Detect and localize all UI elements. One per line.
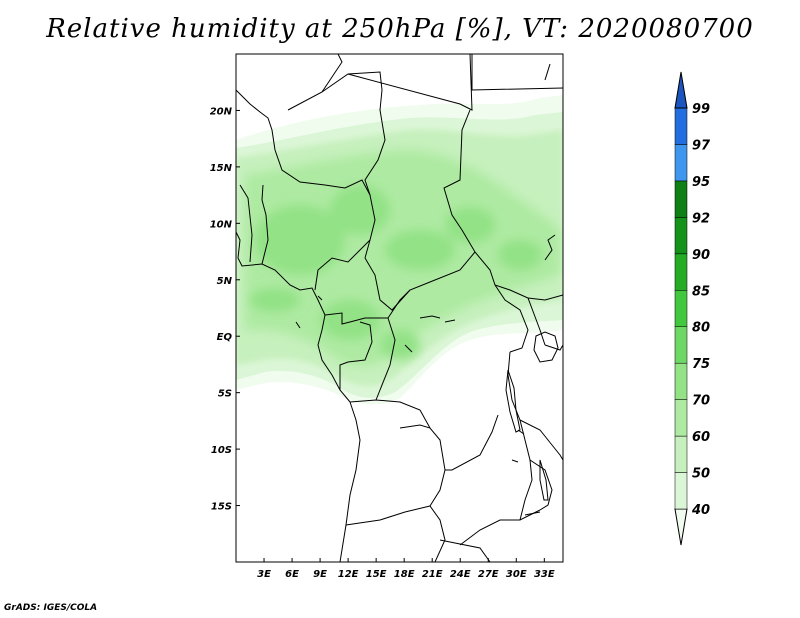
colorbar-label: 70 xyxy=(692,394,710,409)
colorbar-label: 60 xyxy=(692,430,710,445)
colorbar-bin xyxy=(674,435,688,473)
colorbar-bin xyxy=(674,399,688,437)
x-tick-label: 21E xyxy=(422,569,443,580)
colorbar: 40 50 60 70 75 80 85 90 92 95 97 99 xyxy=(674,71,711,546)
humidity-field xyxy=(236,54,563,562)
colorbar-bin xyxy=(674,144,688,182)
colorbar-label: 80 xyxy=(692,321,710,336)
colorbar-label: 90 xyxy=(692,248,710,263)
y-tick-label: 10S xyxy=(211,445,232,456)
map-frame xyxy=(235,53,564,563)
colorbar-label: 75 xyxy=(692,357,710,372)
x-tick-label: 9E xyxy=(313,569,327,580)
colorbar-bin xyxy=(674,290,688,327)
humidity-region-75 xyxy=(250,185,542,360)
colorbar-bin xyxy=(674,217,688,255)
colorbar-bin xyxy=(674,508,688,546)
colorbar-label: 92 xyxy=(692,211,710,226)
y-tick-label: 15S xyxy=(211,502,232,513)
x-tick-label: 18E xyxy=(394,569,415,580)
colorbar-bin xyxy=(674,253,688,291)
y-tick-label: 10N xyxy=(210,219,233,230)
colorbar-label: 99 xyxy=(692,102,710,117)
y-tick-label: 5N xyxy=(217,276,233,287)
x-tick-label: 27E xyxy=(478,569,499,580)
x-tick-label: 12E xyxy=(338,569,359,580)
colorbar-label: 95 xyxy=(692,175,710,190)
x-tick-label: 6E xyxy=(285,569,299,580)
y-tick-label: 5S xyxy=(218,389,232,400)
footer-credit: GrADS: IGES/COLA xyxy=(4,603,98,613)
x-tick-label: 15E xyxy=(366,569,387,580)
chart-title: Relative humidity at 250hPa [%], VT: 202… xyxy=(46,14,754,44)
colorbar-label: 97 xyxy=(692,138,711,153)
axis-ticks: 3E 6E 9E 12E 15E 18E 21E 24E 27E 30E 33E 20N 15N 10N 5… xyxy=(210,106,555,580)
x-tick-label: 33E xyxy=(534,569,555,580)
colorbar-label: 40 xyxy=(691,503,710,518)
x-tick-label: 30E xyxy=(506,569,527,580)
colorbar-label: 85 xyxy=(692,284,710,299)
colorbar-bin xyxy=(674,472,688,510)
y-tick-label: 20N xyxy=(210,106,233,117)
country-borders xyxy=(236,54,563,562)
colorbar-bin xyxy=(674,362,688,400)
x-tick-label: 24E xyxy=(450,569,471,580)
colorbar-bin xyxy=(674,71,688,109)
colorbar-label: 50 xyxy=(692,467,710,482)
y-tick-label: 15N xyxy=(210,163,233,174)
colorbar-bin xyxy=(674,180,688,218)
x-tick-label: 3E xyxy=(257,569,271,580)
colorbar-bin xyxy=(674,107,688,145)
y-tick-label: EQ xyxy=(217,332,233,343)
colorbar-bin xyxy=(674,326,688,364)
